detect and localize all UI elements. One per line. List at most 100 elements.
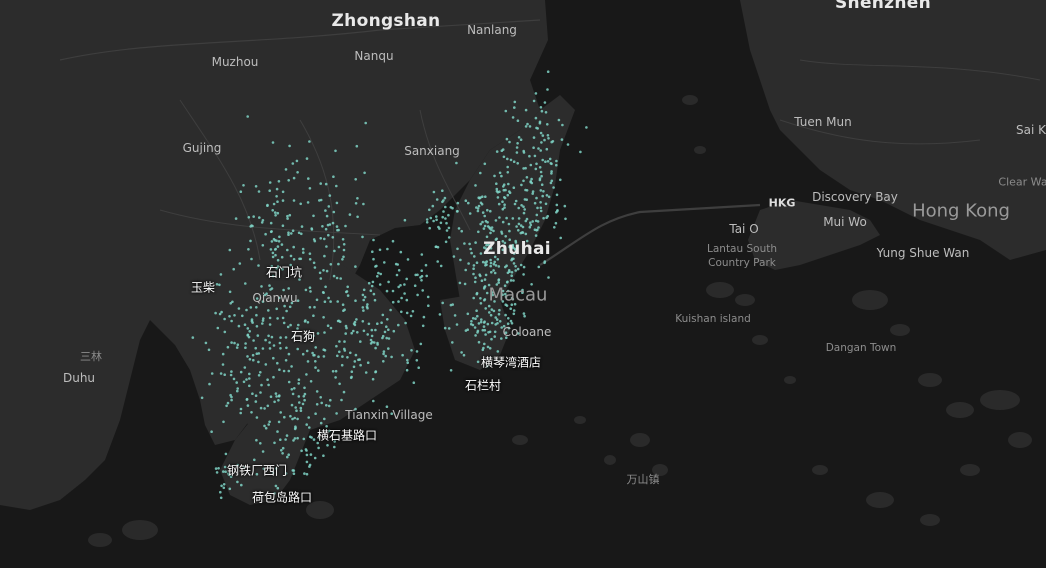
bus-stop-point[interactable] [431, 204, 435, 208]
bus-stop-point[interactable] [308, 426, 311, 429]
bus-stop-point[interactable] [480, 318, 483, 321]
bus-stop-point[interactable] [530, 177, 533, 181]
bus-stop-point[interactable] [517, 136, 521, 139]
bus-stop-point[interactable] [540, 174, 543, 178]
bus-stop-point[interactable] [292, 245, 296, 249]
bus-stop-point[interactable] [484, 273, 488, 277]
bus-stop-point[interactable] [223, 317, 226, 321]
bus-stop-point[interactable] [308, 252, 312, 255]
bus-stop-point[interactable] [315, 390, 319, 393]
bus-stop-point[interactable] [342, 309, 345, 313]
bus-stop-point[interactable] [245, 378, 248, 381]
bus-stop-point[interactable] [305, 453, 309, 457]
bus-stop-point[interactable] [382, 352, 385, 356]
bus-stop-point[interactable] [488, 330, 492, 334]
bus-stop-point[interactable] [321, 225, 324, 228]
bus-stop-point[interactable] [481, 220, 484, 224]
bus-stop-point[interactable] [323, 237, 326, 241]
bus-stop-point[interactable] [281, 199, 285, 202]
bus-stop-point[interactable] [522, 151, 526, 154]
bus-stop-point[interactable] [456, 247, 459, 251]
bus-stop-point[interactable] [420, 279, 423, 282]
bus-stop-point[interactable] [303, 392, 307, 396]
bus-stop-point[interactable] [281, 316, 285, 320]
bus-stop-point[interactable] [307, 177, 310, 180]
bus-stop-point[interactable] [335, 412, 338, 415]
bus-stop-point[interactable] [507, 317, 510, 320]
bus-stop-point[interactable] [290, 232, 293, 235]
bus-stop-point[interactable] [246, 334, 249, 337]
bus-stop-point[interactable] [262, 467, 266, 471]
bus-stop-point[interactable] [307, 416, 311, 419]
bus-stop-point[interactable] [397, 285, 401, 289]
bus-stop-point[interactable] [281, 452, 284, 455]
bus-stop-point[interactable] [427, 304, 430, 308]
bus-stop-point[interactable] [261, 244, 265, 247]
bus-stop-point[interactable] [239, 370, 243, 374]
bus-stop-point[interactable] [488, 347, 492, 350]
bus-stop-point[interactable] [305, 373, 308, 376]
bus-stop-point[interactable] [254, 185, 258, 188]
bus-stop-point[interactable] [533, 228, 537, 231]
bus-stop-point[interactable] [300, 232, 303, 236]
bus-stop-point[interactable] [259, 391, 262, 394]
bus-stop-point[interactable] [278, 235, 281, 239]
bus-stop-point[interactable] [484, 307, 488, 310]
bus-stop-point[interactable] [531, 192, 534, 195]
bus-stop-point[interactable] [435, 198, 439, 201]
bus-stop-point[interactable] [317, 446, 320, 450]
bus-stop-point[interactable] [539, 201, 542, 204]
bus-stop-point[interactable] [419, 342, 423, 346]
bus-stop-point[interactable] [563, 204, 567, 208]
bus-stop-point[interactable] [546, 160, 550, 163]
bus-stop-point[interactable] [284, 359, 288, 362]
bus-stop-point[interactable] [511, 297, 515, 301]
bus-stop-point[interactable] [344, 224, 347, 228]
bus-stop-point[interactable] [268, 189, 272, 192]
bus-stop-point[interactable] [374, 346, 377, 350]
bus-stop-point[interactable] [384, 354, 388, 358]
bus-stop-point[interactable] [291, 392, 295, 396]
bus-stop-point[interactable] [484, 261, 487, 265]
bus-stop-point[interactable] [579, 150, 582, 154]
bus-stop-point[interactable] [501, 200, 504, 203]
bus-stop-point[interactable] [264, 426, 268, 430]
bus-stop-point[interactable] [268, 284, 271, 287]
bus-stop-point[interactable] [230, 319, 233, 323]
bus-stop-point[interactable] [275, 195, 278, 198]
bus-stop-point[interactable] [479, 252, 483, 255]
bus-stop-point[interactable] [273, 211, 277, 214]
bus-stop-point[interactable] [361, 235, 364, 239]
bus-stop-point[interactable] [467, 201, 470, 205]
bus-stop-point[interactable] [306, 201, 310, 204]
bus-stop-point[interactable] [391, 239, 395, 243]
bus-stop-point[interactable] [259, 371, 262, 374]
bus-stop-point[interactable] [228, 315, 231, 318]
bus-stop-point[interactable] [514, 265, 517, 268]
bus-stop-point[interactable] [216, 326, 220, 330]
bus-stop-point[interactable] [246, 404, 250, 407]
bus-stop-point[interactable] [221, 352, 225, 356]
bus-stop-point[interactable] [341, 355, 344, 358]
bus-stop-point[interactable] [268, 316, 272, 320]
bus-stop-point[interactable] [493, 300, 496, 303]
bus-stop-point[interactable] [532, 136, 536, 139]
bus-stop-point[interactable] [490, 321, 494, 325]
bus-stop-point[interactable] [336, 228, 339, 232]
bus-stop-point[interactable] [390, 355, 393, 359]
bus-stop-point[interactable] [447, 226, 451, 230]
bus-stop-point[interactable] [319, 277, 323, 280]
bus-stop-point[interactable] [315, 298, 319, 302]
bus-stop-point[interactable] [292, 199, 296, 202]
bus-stop-point[interactable] [250, 318, 254, 321]
bus-stop-point[interactable] [525, 198, 528, 201]
bus-stop-point[interactable] [472, 264, 476, 267]
bus-stop-point[interactable] [511, 245, 514, 248]
bus-stop-point[interactable] [252, 339, 255, 342]
bus-stop-point[interactable] [387, 280, 390, 284]
bus-stop-point[interactable] [369, 338, 373, 342]
bus-stop-point[interactable] [542, 190, 545, 193]
bus-stop-point[interactable] [546, 70, 550, 73]
bus-stop-point[interactable] [332, 210, 336, 214]
bus-stop-point[interactable] [232, 377, 236, 381]
